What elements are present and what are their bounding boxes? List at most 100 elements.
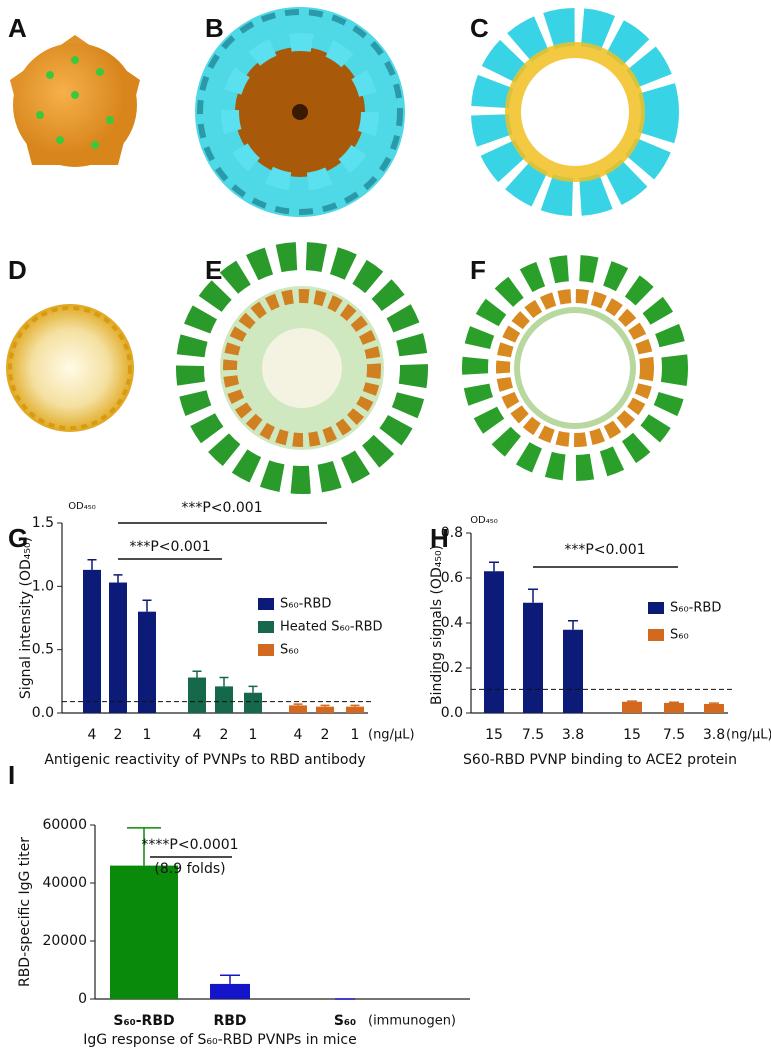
bar xyxy=(188,677,206,713)
y-tick-label: 0.6 xyxy=(441,570,463,586)
molecule-c xyxy=(471,8,679,216)
annotation: ***P<0.001 xyxy=(181,500,262,516)
error-bar xyxy=(192,670,202,678)
error-bar xyxy=(142,599,152,612)
error-bar xyxy=(113,574,123,583)
axis-note: OD₄₅₀ xyxy=(470,515,498,526)
x-tick-label: 7.5 xyxy=(663,727,685,743)
x-tick-label: RBD xyxy=(213,1013,246,1029)
panel-label: F xyxy=(470,255,486,285)
bar xyxy=(622,701,642,713)
x-axis-title: IgG response of S₆₀-RBD PVNPs in mice xyxy=(83,1032,357,1048)
bar xyxy=(289,705,307,713)
bar xyxy=(316,706,334,713)
axis-note: OD₄₅₀ xyxy=(68,501,96,512)
annotation: ****P<0.0001 xyxy=(141,837,238,853)
y-axis-title: RBD-specific IgG titer xyxy=(17,837,33,987)
y-tick-label: 0.4 xyxy=(441,615,463,631)
error-bar xyxy=(320,704,330,707)
panel-label: A xyxy=(8,13,27,43)
x-tick-label: 15 xyxy=(485,727,503,743)
error-bar xyxy=(220,974,240,984)
bar xyxy=(210,983,250,999)
x-tick-label: S₆₀-RBD xyxy=(113,1013,174,1029)
molecule-b xyxy=(195,7,405,217)
x-unit: (ng/μL) xyxy=(368,728,415,743)
x-tick-label: 1 xyxy=(143,727,152,743)
x-tick-label: 2 xyxy=(220,727,229,743)
x-tick-label: 4 xyxy=(294,727,303,743)
bar xyxy=(704,704,724,713)
error-bar xyxy=(248,685,258,693)
legend-swatch xyxy=(648,629,664,641)
molecule-f xyxy=(462,255,688,481)
x-tick-label: 4 xyxy=(88,727,97,743)
x-tick-label: 3.8 xyxy=(562,727,584,743)
molecule-e xyxy=(176,242,428,494)
error-bar xyxy=(528,588,538,603)
annotation: (8.9 folds) xyxy=(154,861,225,877)
annotation: ***P<0.001 xyxy=(129,539,210,555)
bar xyxy=(244,692,262,713)
x-axis-title: Antigenic reactivity of PVNPs to RBD ant… xyxy=(44,752,365,768)
error-bar xyxy=(127,827,161,866)
x-tick-label: 15 xyxy=(623,727,641,743)
bar xyxy=(109,582,127,713)
bar xyxy=(523,602,543,713)
error-bar xyxy=(489,561,499,572)
legend-label: S₆₀ xyxy=(280,643,299,658)
molecule-a xyxy=(10,35,140,167)
molecule-d xyxy=(6,304,134,432)
error-bar xyxy=(627,700,637,702)
bar xyxy=(83,569,101,713)
x-tick-label: 2 xyxy=(114,727,123,743)
y-tick-label: 0.0 xyxy=(441,705,463,721)
bar xyxy=(215,686,233,713)
y-tick-label: 0.5 xyxy=(32,642,54,658)
x-tick-label: S₆₀ xyxy=(334,1013,356,1029)
bar xyxy=(110,865,178,999)
y-tick-label: 0.8 xyxy=(441,525,463,541)
legend-swatch xyxy=(258,598,274,610)
error-bar xyxy=(219,676,229,687)
panel-label: B xyxy=(205,13,224,43)
x-tick-label: 7.5 xyxy=(522,727,544,743)
y-tick-label: 0.0 xyxy=(32,705,54,721)
panel-label: E xyxy=(205,255,222,285)
legend-label: S₆₀-RBD xyxy=(670,601,721,616)
annotation: ***P<0.001 xyxy=(564,542,645,558)
legend-label: S₆₀ xyxy=(670,628,689,643)
x-tick-label: 2 xyxy=(321,727,330,743)
panel-label: I xyxy=(8,760,15,790)
legend-swatch xyxy=(648,602,664,614)
x-tick-label: 4 xyxy=(193,727,202,743)
error-bar xyxy=(350,704,360,707)
y-tick-label: 0.2 xyxy=(441,660,463,676)
panel-label: C xyxy=(470,13,489,43)
x-unit: (ng/μL) xyxy=(726,728,771,743)
error-bar xyxy=(87,558,97,570)
y-tick-label: 20000 xyxy=(42,933,87,949)
error-bar xyxy=(669,701,679,703)
bar xyxy=(664,702,684,713)
bar xyxy=(138,611,156,713)
y-tick-label: 1.5 xyxy=(32,515,54,531)
legend-swatch xyxy=(258,644,274,656)
y-tick-label: 40000 xyxy=(42,875,87,891)
panel-label: D xyxy=(8,255,27,285)
x-unit: (immunogen) xyxy=(368,1014,456,1029)
error-bar xyxy=(568,620,578,630)
y-tick-label: 1.0 xyxy=(32,578,54,594)
legend-swatch xyxy=(258,621,274,633)
panel-label: H xyxy=(430,523,449,553)
panel-label: G xyxy=(8,523,28,553)
y-tick-label: 60000 xyxy=(42,817,87,833)
bar xyxy=(346,706,364,713)
y-axis-title: Binding signals (OD₄₅₀) xyxy=(429,545,445,705)
error-bar xyxy=(293,703,303,706)
bar xyxy=(484,571,504,713)
x-tick-label: 1 xyxy=(249,727,258,743)
x-tick-label: 3.8 xyxy=(703,727,725,743)
y-tick-label: 0 xyxy=(78,991,87,1007)
